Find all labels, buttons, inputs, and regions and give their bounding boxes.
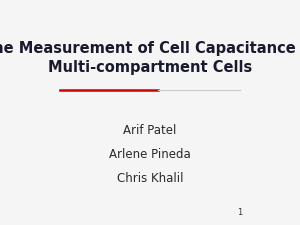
Text: Chris Khalil: Chris Khalil <box>117 173 183 185</box>
Text: Arlene Pineda: Arlene Pineda <box>109 148 191 161</box>
Text: The Measurement of Cell Capacitance in
Multi-compartment Cells: The Measurement of Cell Capacitance in M… <box>0 41 300 75</box>
Text: 1: 1 <box>237 208 242 217</box>
Text: Arif Patel: Arif Patel <box>123 124 177 137</box>
